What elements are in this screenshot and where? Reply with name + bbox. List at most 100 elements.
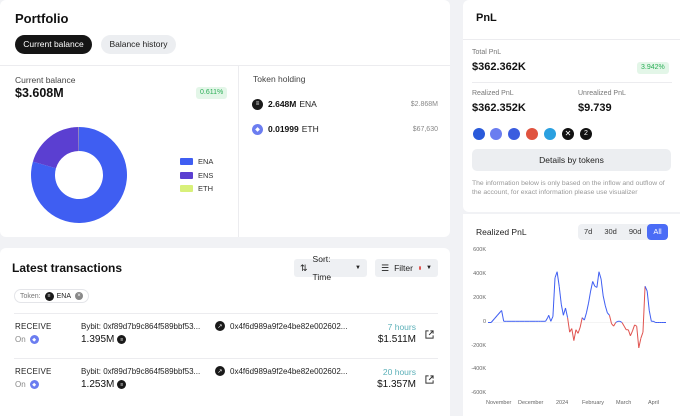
range-90d[interactable]: 90d <box>628 227 642 236</box>
x-tick-label: March <box>616 400 632 406</box>
token-filter-chip[interactable]: Token: ≡ ENA × <box>14 289 90 303</box>
tab-balance-history[interactable]: Balance history <box>101 35 176 54</box>
table-row[interactable]: RECEIVE On ◆ Bybit: 0xf89d7b9c864f589bbf… <box>0 366 448 415</box>
holding-amount: 0.01999 <box>268 124 299 134</box>
close-icon[interactable]: × <box>75 292 84 300</box>
y-tick-label: 200K <box>473 295 486 301</box>
y-tick-label: -600K <box>471 390 486 396</box>
pnl-line-segment <box>501 310 505 322</box>
chevron-down-icon: ▼ <box>355 265 361 271</box>
balance-donut-chart <box>31 127 127 223</box>
tx-from-address[interactable]: Bybit: 0xf89d7b9c864f589bbf53... <box>81 322 201 331</box>
x-tick-label: December <box>518 400 544 406</box>
optimism-icon[interactable] <box>526 128 538 140</box>
token-chip-value: ENA <box>56 292 72 300</box>
table-row[interactable]: RECEIVE On ◆ Bybit: 0xf89d7b9c864f589bbf… <box>0 321 448 370</box>
pnl-line-segment <box>575 329 579 334</box>
sort-button[interactable]: ⇅ Sort: Time ▼ <box>294 254 367 282</box>
pnl-line-segment <box>615 320 619 323</box>
total-pnl-badge: 3.942% <box>637 62 669 74</box>
legend-swatch-eth <box>180 185 193 192</box>
zksync-icon[interactable]: 2 <box>580 128 592 140</box>
holding-symbol: ENA <box>299 99 317 109</box>
external-link-icon[interactable] <box>425 375 434 384</box>
arrow-right-icon: ↗ <box>215 321 225 331</box>
pnl-line-segment <box>640 332 644 339</box>
pnl-line-segment <box>627 329 631 336</box>
realized-chart-label: Realized PnL <box>476 227 527 237</box>
legend-label-ens: ENS <box>198 171 214 180</box>
ena-coin-icon: ≡ <box>117 380 127 389</box>
range-7d[interactable]: 7d <box>584 227 593 236</box>
pnl-divider <box>463 39 680 40</box>
portfolio-divider <box>0 65 450 66</box>
tx-network: On ◆ <box>15 335 39 344</box>
pnl-line-segment <box>604 305 608 313</box>
external-link-icon[interactable] <box>425 330 434 339</box>
pnl-line-segment <box>588 290 592 304</box>
unrealized-pnl-value: $9.739 <box>578 102 612 114</box>
pnl-line-segment <box>613 322 617 327</box>
pnl-line-segment <box>585 303 590 313</box>
token-holding-label: Token holding <box>253 74 306 84</box>
token-chip-label: Token: <box>20 292 41 300</box>
ethereum-icon: ◆ <box>29 380 39 389</box>
arbitrum-icon[interactable] <box>508 128 520 140</box>
holding-usd: $2.868M <box>410 100 438 108</box>
tx-to[interactable]: ↗ 0x4f6d989a9f2e4be82e002602... <box>215 366 347 376</box>
pnl-line-segment <box>548 315 552 322</box>
pnl-line-segment <box>634 324 637 327</box>
tx-amount: 1.253M ≡ <box>81 379 127 390</box>
stack-icon[interactable] <box>544 128 556 140</box>
balance-change-badge: 0.611% <box>196 87 228 99</box>
tx-to[interactable]: ↗ 0x4f6d989a9f2e4be82e002602... <box>215 321 347 331</box>
pnl-line-segment <box>577 327 581 334</box>
chainlink-icon[interactable] <box>473 128 485 140</box>
unrealized-pnl-label: Unrealized PnL <box>578 90 626 97</box>
x-tick-label: 2024 <box>556 400 569 406</box>
donut-slice-ens <box>32 127 79 169</box>
pnl-line-segment <box>490 318 495 323</box>
x-tick-label: November <box>486 400 512 406</box>
details-by-tokens-button[interactable]: Details by tokens <box>472 149 671 171</box>
portfolio-title: Portfolio <box>15 11 69 26</box>
filter-icon: ☰ <box>381 263 390 273</box>
current-balance-value: $3.608M <box>15 86 64 100</box>
range-30d[interactable]: 30d <box>604 227 617 236</box>
tx-from-address[interactable]: Bybit: 0xf89d7b9c864f589bbf53... <box>81 367 201 376</box>
pnl-line-segment <box>621 322 625 327</box>
tx-on-label: On <box>15 380 26 389</box>
range-all[interactable]: All <box>647 224 668 240</box>
pnl-line-segment <box>497 311 501 316</box>
tx-amount-value: 1.253M <box>81 379 115 390</box>
x-icon[interactable]: ✕ <box>562 128 574 140</box>
y-tick-label: 400K <box>473 271 486 277</box>
filter-button[interactable]: ☰ Filter ▼ <box>375 259 438 277</box>
tab-current-balance[interactable]: Current balance <box>15 35 92 54</box>
ethereum-icon: ◆ <box>29 335 39 344</box>
pnl-info-text: The information below is only based on t… <box>472 180 665 196</box>
pnl-divider <box>472 82 672 83</box>
holding-row-eth[interactable]: ◆ 0.01999 ETH $67,630 <box>252 122 438 136</box>
tx-time: 20 hours <box>382 367 416 377</box>
holding-usd: $67,630 <box>412 125 438 133</box>
pnl-line-segment <box>638 338 642 348</box>
tx-divider <box>14 313 438 314</box>
sort-icon: ⇅ <box>300 263 308 273</box>
current-balance-label: Current balance <box>15 75 76 85</box>
pnl-line-segment <box>619 320 623 323</box>
pnl-line-segment <box>545 317 549 322</box>
ethereum-icon[interactable] <box>490 128 502 140</box>
legend-swatch-ens <box>180 172 193 179</box>
pnl-line-segment <box>648 310 652 322</box>
pnl-line-segment <box>573 329 577 341</box>
holding-row-ena[interactable]: ≡ 2.648M ENA $2.868M <box>252 97 438 111</box>
pnl-line-segment <box>606 312 610 316</box>
pnl-line-segment <box>552 277 556 317</box>
pnl-line-segment <box>493 314 498 320</box>
tx-divider <box>14 358 438 359</box>
tx-usd: $1.511M <box>377 334 416 345</box>
pnl-line-segment <box>600 278 604 296</box>
legend-label-ena: ENA <box>198 157 214 166</box>
tx-network: On ◆ <box>15 380 39 389</box>
